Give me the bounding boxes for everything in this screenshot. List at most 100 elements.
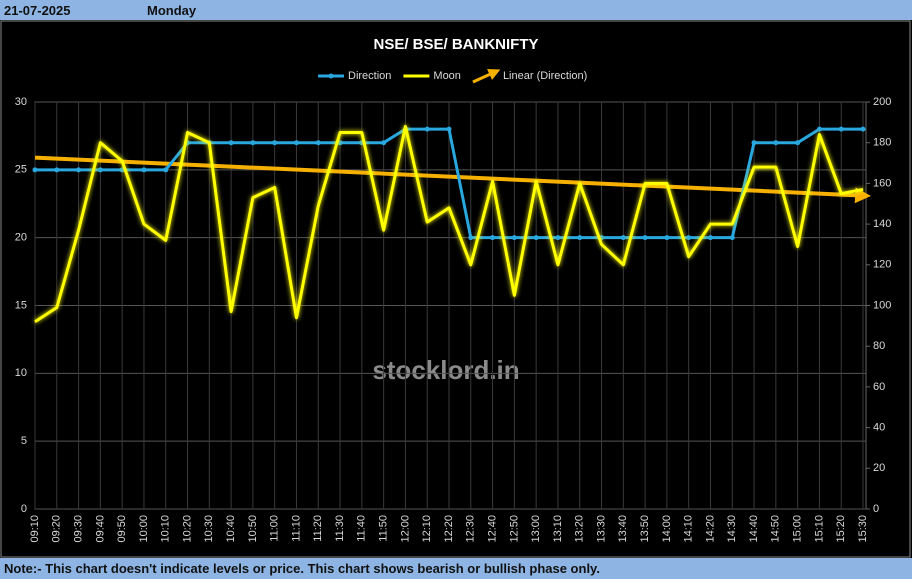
y-tick-label: 20 [15,232,27,244]
point [424,126,430,132]
y-tick-label: 10 [15,367,27,379]
y2-tick-label: 160 [873,177,891,189]
point [533,235,539,241]
point [381,140,387,146]
x-tick-label: 11:10 [290,515,302,542]
date: 21-07-2025 [4,3,71,18]
point [32,167,38,173]
point [228,140,234,146]
chart: NSE/ BSE/ BANKNIFTY stocklord.in 0 5 10 15 2… [0,20,911,558]
y-tick-label: 5 [21,435,27,447]
watermark: stocklord.in [372,355,519,385]
point [664,235,670,241]
y2-tick-label: 100 [873,299,891,311]
x-tick-label: 10:50 [247,515,259,543]
point [272,140,278,146]
y2-tick-label: 40 [873,422,885,434]
x-tick-label: 09:30 [72,515,84,543]
y2-tick-label: 80 [873,340,885,352]
x-tick-label: 14:00 [661,515,673,543]
point [97,167,103,173]
point [54,167,60,173]
point [620,235,626,241]
point [707,235,713,241]
x-tick-label: 13:50 [639,515,651,543]
legend-swatch [472,69,501,84]
footer-bar: Note:- This chart doesn't indicate level… [0,558,912,579]
chart-border [0,20,911,558]
point [293,140,299,146]
point [860,126,866,132]
x-tick-label: 12:40 [486,515,498,543]
point [816,126,822,132]
point [577,235,583,241]
x-tick-label: 11:40 [356,515,368,542]
x-tick-label: 11:30 [334,515,346,542]
x-tick-label: 13:20 [574,515,586,543]
x-tick-label: 12:30 [465,515,477,543]
chart-title: NSE/ BSE/ BANKNIFTY [373,36,538,53]
x-tick-label: 12:10 [421,515,433,543]
y2-tick-label: 120 [873,259,891,271]
x-tick-label: 09:50 [116,515,128,543]
y2-tick-label: 200 [873,96,891,108]
x-tick-label: 10:20 [181,515,193,543]
x-tick-label: 10:30 [203,515,215,543]
x-tick-label: 09:40 [94,515,106,543]
legend-label: Direction [348,70,391,82]
x-tick-label: 13:10 [552,515,564,543]
x-tick-label: 11:50 [378,515,390,542]
point [773,140,779,146]
x-tick-label: 12:00 [399,515,411,543]
point [163,167,169,173]
x-tick-label: 10:40 [225,515,237,543]
x-tick-label: 14:50 [770,515,782,543]
y-tick-label: 15 [15,299,27,311]
y2-tick-label: 60 [873,381,885,393]
y2-tick-label: 0 [873,503,879,515]
point [141,167,147,173]
point [76,167,82,173]
x-tick-label: 13:30 [595,515,607,543]
x-tick-label: 15:20 [835,515,847,543]
x-tick-label: 10:10 [160,515,172,543]
y2-tick-label: 180 [873,137,891,149]
x-tick-label: 15:30 [857,515,869,543]
series-line [34,124,864,324]
x-tick-label: 14:40 [748,515,760,543]
x-tick-label: 11:00 [269,515,281,542]
y-tick-label: 30 [15,96,27,108]
y-tick-label: 25 [15,164,27,176]
trendline [34,155,871,204]
point [751,140,757,146]
point [468,235,474,241]
x-tick-label: 10:00 [138,515,150,543]
point [729,235,735,241]
x-tick-label: 09:10 [29,515,41,543]
x-tick-label: 14:20 [704,515,716,543]
point [250,140,256,146]
day: Monday [147,3,197,18]
point [795,140,801,146]
y-tick-label: 0 [21,503,27,515]
point [315,140,321,146]
x-tick-label: 11:20 [312,515,324,542]
note: Note:- This chart doesn't indicate level… [4,561,600,576]
point [642,235,648,241]
legend-label: Moon [433,70,461,82]
point [555,235,561,241]
point [446,126,452,132]
point [686,235,692,241]
y2-tick-label: 140 [873,218,891,230]
x-tick-label: 12:50 [508,515,520,543]
x-tick-label: 15:00 [792,515,804,543]
x-tick-label: 13:40 [617,515,629,543]
header-bar: 21-07-2025 Monday [0,0,912,20]
x-tick-label: 12:20 [443,515,455,543]
y2-tick-label: 20 [873,462,885,474]
point [838,126,844,132]
x-tick-label: 15:10 [813,515,825,543]
point [490,235,496,241]
x-tick-label: 13:00 [530,515,542,543]
